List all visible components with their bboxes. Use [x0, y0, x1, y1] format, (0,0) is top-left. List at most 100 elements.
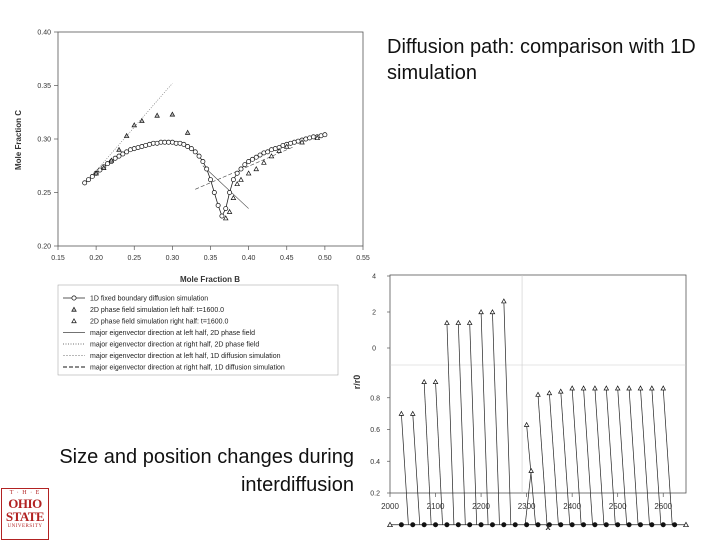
point-initial-position [637, 522, 643, 528]
point-initial-position [558, 522, 564, 528]
displacement-line [401, 413, 409, 525]
y-tick-label: 4 [372, 274, 376, 281]
logo-state-text: STATE [5, 509, 45, 524]
point-left-size [478, 309, 484, 315]
slide-title: Diffusion path: comparison with 1D simul… [387, 36, 696, 84]
point-1d-simulation [204, 166, 210, 172]
point-initial-position [489, 522, 495, 528]
y-tick-label: 0.4 [370, 459, 380, 466]
point-1d-simulation [215, 202, 221, 208]
point-2d-left-half [139, 117, 145, 123]
displacement-line [423, 381, 432, 525]
series-1d-line [84, 134, 325, 218]
point-2d-right-half [245, 170, 252, 176]
eigenvector-left-2d [88, 83, 173, 180]
x-tick-label: 0.20 [89, 255, 103, 262]
point-2d-left-half [108, 157, 115, 163]
point-left-size [421, 378, 427, 384]
point-right-size [649, 385, 655, 391]
point-initial-position [398, 522, 404, 528]
point-2d-left-half [154, 112, 160, 118]
point-1d-simulation [257, 152, 263, 158]
chart1-xlabel: Mole Fraction B [180, 275, 240, 284]
x-tick-label: 2400 [563, 502, 581, 511]
point-right-size [660, 385, 667, 391]
legend-frame [57, 284, 339, 376]
y-tick-label: 0.2 [370, 491, 380, 498]
point-right-size [557, 388, 564, 394]
x-tick-label: 0.35 [204, 255, 218, 262]
x-tick-label: 0.45 [280, 255, 294, 262]
point-initial-position [649, 522, 655, 528]
point-initial-position [433, 522, 439, 528]
displacement-line [412, 413, 421, 525]
displacement-line [594, 388, 605, 525]
displacement-line [628, 388, 639, 525]
point-2d-left-half [184, 129, 191, 135]
point-1d-simulation [192, 149, 198, 155]
legend-swatch [71, 318, 77, 324]
point-left-size [466, 319, 473, 325]
point-initial-position [672, 522, 678, 528]
point-initial-position [546, 522, 552, 528]
point-2d-right-half [226, 208, 233, 214]
legend-swatch [71, 306, 77, 312]
chart2-xlabel: x [545, 522, 550, 532]
logo-top-text: T · H · E [9, 490, 41, 496]
displacement-line [446, 322, 455, 525]
displacement-line [480, 311, 489, 525]
point-1d-simulation [124, 149, 130, 155]
point-1d-simulation [211, 190, 217, 195]
y-tick-label: 0 [372, 346, 376, 353]
point-2d-left-half [131, 122, 138, 128]
point-initial-position [512, 522, 518, 528]
point-1d-simulation [238, 166, 244, 172]
displacement-line [617, 388, 628, 525]
point-right-size [546, 390, 553, 396]
point-1d-simulation [185, 144, 191, 149]
legend-entry: major eigenvector direction at left half… [90, 353, 281, 360]
x-tick-label: 0.25 [127, 255, 141, 262]
point-initial-position [592, 522, 598, 528]
point-1d-simulation [249, 156, 255, 162]
x-tick-label: 0.55 [356, 255, 370, 262]
point-1d-simulation [120, 151, 126, 157]
point-left-size [409, 410, 416, 416]
point-right-size [569, 385, 575, 391]
point-1d-simulation [196, 153, 202, 159]
point-initial-position [467, 522, 473, 528]
point-left-size [398, 410, 405, 416]
point-2d-right-half [283, 143, 290, 149]
point-2d-right-half [230, 194, 237, 200]
point-1d-simulation [82, 180, 88, 186]
point-right-size [603, 385, 610, 391]
point-initial-position [455, 522, 461, 528]
point-right-size [626, 385, 632, 391]
point-1d-simulation [116, 153, 122, 159]
point-initial-position [421, 522, 427, 528]
point-2d-left-half [169, 111, 176, 117]
point-2d-right-half [314, 135, 321, 141]
point-1d-simulation [97, 167, 103, 173]
displacement-line [469, 322, 478, 525]
point-initial-position [660, 522, 666, 528]
legend-entry: 2D phase field simulation right half: t=… [90, 319, 228, 326]
chart1-legend: 1D fixed boundary diffusion simulation 2D… [57, 284, 339, 376]
point-initial-position [581, 522, 587, 528]
displacement-line [560, 391, 571, 525]
point-initial-position [478, 522, 484, 528]
point-left-size [455, 319, 462, 325]
displacement-line [640, 388, 650, 525]
displacement-line [605, 388, 616, 525]
point-1d-simulation [188, 146, 194, 152]
point-initial-position [444, 522, 450, 528]
point-initial-position [626, 522, 632, 528]
displacement-line [583, 388, 593, 525]
point-2d-left-half [116, 146, 122, 152]
y-tick-label: 0.35 [37, 83, 51, 90]
point-2d-left-half [93, 170, 99, 176]
point-1d-simulation [230, 177, 236, 183]
point-1d-simulation [265, 149, 271, 155]
legend-swatch [71, 295, 77, 301]
